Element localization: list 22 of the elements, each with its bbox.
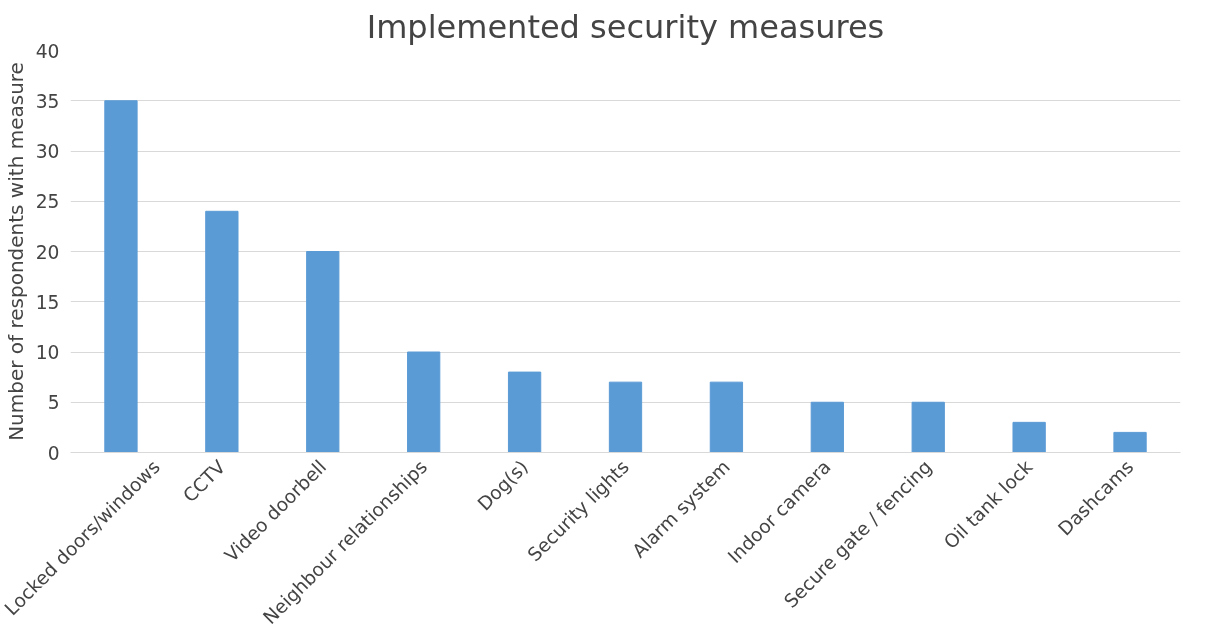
y-tick-label: 40 [35,40,60,62]
y-tick-label: 15 [35,291,60,313]
bar [608,381,643,453]
bar [1012,421,1046,453]
y-tick-label: 25 [35,191,60,213]
y-tick-label: 20 [35,241,60,263]
chart-title: Implemented security measures [366,7,885,46]
y-tick-label: 5 [47,392,60,414]
y-tick-label: 0 [47,442,60,464]
y-tick-label: 30 [35,141,60,162]
y-tick-label: 10 [35,342,60,363]
y-axis-title: Number of respondents with measure [3,62,28,441]
bar [911,401,945,453]
bar [205,210,239,453]
y-tick-label: 35 [35,90,60,112]
bar [507,371,542,453]
bar [810,401,844,453]
bar [104,100,138,453]
bar [306,251,340,453]
bar [709,381,744,453]
bar [1113,431,1147,453]
bar [407,351,441,453]
